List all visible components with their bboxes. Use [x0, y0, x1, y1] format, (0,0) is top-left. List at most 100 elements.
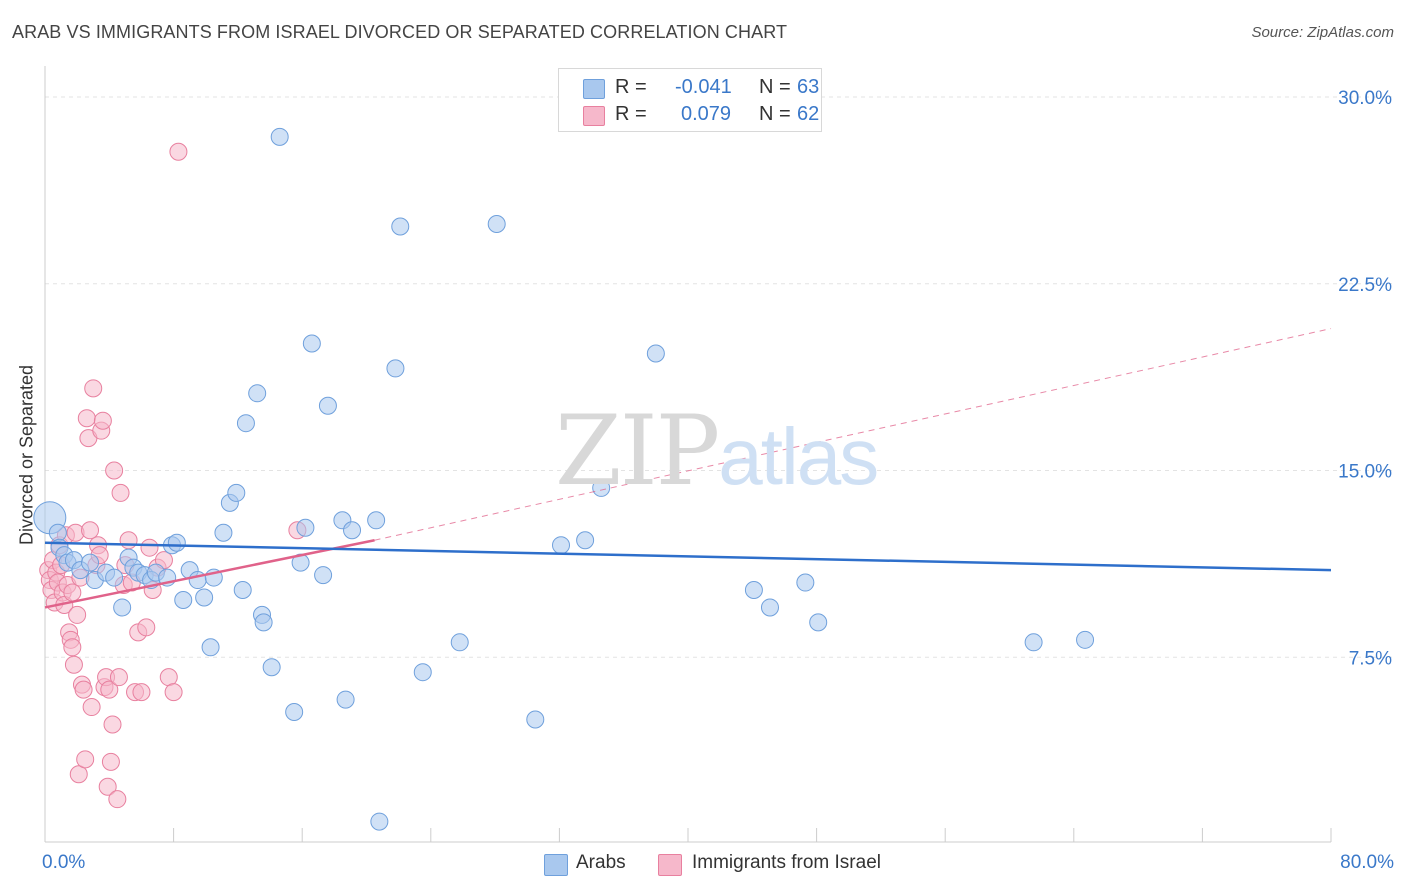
data-point-arabs [302, 334, 321, 353]
data-point-arabs [81, 553, 100, 572]
y-tick-label: 15.0% [1338, 462, 1392, 483]
trend-line-israel-extension [374, 328, 1332, 541]
data-point-arabs [592, 478, 611, 497]
trend-line-arabs [44, 541, 1332, 572]
data-point-israel [164, 683, 183, 702]
israel-swatch-icon [583, 106, 605, 126]
stats-n-value: 62 [797, 103, 820, 125]
data-point-arabs [105, 568, 124, 587]
trend-line-israel [44, 538, 375, 609]
data-point-arabs [386, 359, 405, 378]
data-point-arabs [646, 344, 665, 363]
data-point-arabs [450, 633, 469, 652]
data-point-israel [108, 790, 127, 809]
arabs-legend-icon [544, 854, 568, 876]
data-point-arabs [314, 566, 333, 585]
stats-r-label: R = [615, 76, 647, 98]
data-point-israel [109, 668, 128, 687]
legend-label-israel: Immigrants from Israel [692, 852, 881, 873]
series-immigrants-from-israel [39, 142, 307, 809]
data-point-israel [119, 531, 138, 550]
data-point-arabs [413, 663, 432, 682]
data-point-arabs [233, 581, 252, 600]
stats-r-value: 0.079 [681, 103, 732, 125]
data-point-arabs [248, 384, 267, 403]
data-point-israel [77, 409, 96, 428]
data-point-israel [101, 752, 120, 771]
data-point-arabs [227, 483, 246, 502]
source-credit: Source: ZipAtlas.com [1251, 24, 1394, 41]
data-point-israel [69, 765, 88, 784]
data-point-arabs [1076, 630, 1095, 649]
data-point-arabs [796, 573, 815, 592]
data-point-arabs [576, 531, 595, 550]
stats-n-label: N = [759, 76, 791, 98]
data-point-arabs [343, 521, 362, 540]
data-point-arabs [174, 590, 193, 609]
stats-n-value: 63 [797, 76, 820, 98]
gridlines [45, 96, 1392, 658]
correlation-stats-box: R = -0.041 N = 63 R = 0.079 N = 62 [558, 68, 822, 132]
data-point-arabs [526, 710, 545, 729]
data-point-arabs [270, 127, 289, 146]
data-point-arabs [744, 581, 763, 600]
data-point-arabs [236, 414, 255, 433]
data-point-israel [63, 583, 82, 602]
data-point-arabs [552, 536, 571, 555]
israel-legend-icon [658, 854, 682, 876]
data-point-israel [84, 379, 103, 398]
y-tick-labels: 7.5% 15.0% 22.5% 30.0% [1338, 88, 1392, 669]
series-arabs [33, 127, 1095, 831]
data-point-israel [105, 461, 124, 480]
data-point-israel [140, 538, 159, 557]
data-point-arabs [201, 638, 220, 657]
y-tick-label: 22.5% [1338, 275, 1392, 296]
y-tick-label: 7.5% [1349, 648, 1392, 669]
data-point-arabs [336, 690, 355, 709]
data-point-israel [68, 605, 87, 624]
data-point-arabs [391, 217, 410, 236]
data-point-israel [76, 750, 95, 769]
data-point-arabs [262, 658, 281, 677]
data-point-arabs [296, 518, 315, 537]
data-point-israel [103, 715, 122, 734]
stats-n-label: N = [759, 103, 791, 125]
x-tick-max: 80.0% [1340, 852, 1394, 873]
data-point-israel [137, 618, 156, 637]
data-point-arabs [1024, 633, 1043, 652]
y-tick-label: 30.0% [1338, 88, 1392, 109]
data-point-israel [98, 777, 117, 796]
data-point-arabs [760, 598, 779, 617]
data-point-israel [74, 680, 93, 699]
chart-title: ARAB VS IMMIGRANTS FROM ISRAEL DIVORCED … [12, 22, 788, 42]
data-point-israel [93, 411, 112, 430]
data-point-arabs [285, 703, 304, 722]
data-point-israel [63, 638, 82, 657]
stats-r-value: -0.041 [675, 76, 732, 98]
legend-label-arabs: Arabs [576, 852, 626, 873]
data-point-israel [82, 698, 101, 717]
stats-r-label: R = [615, 103, 647, 125]
y-axis-label: Divorced or Separated [16, 364, 37, 546]
data-point-israel [132, 683, 151, 702]
data-point-arabs [318, 396, 337, 415]
x-tick-min: 0.0% [42, 852, 86, 873]
watermark-zip: ZIP [555, 395, 720, 507]
data-point-israel [100, 680, 119, 699]
data-point-arabs [214, 523, 233, 542]
data-point-israel [81, 521, 100, 540]
data-point-israel [64, 655, 83, 674]
data-point-israel [159, 668, 178, 687]
data-point-arabs [487, 214, 506, 233]
data-point-arabs [809, 613, 828, 632]
data-point-arabs [367, 511, 386, 530]
data-point-israel [169, 142, 188, 161]
arabs-swatch-icon [583, 79, 605, 99]
data-point-arabs [113, 598, 132, 617]
data-point-arabs [195, 588, 214, 607]
data-point-arabs [370, 812, 389, 831]
data-point-arabs [167, 533, 186, 552]
data-point-arabs [254, 613, 273, 632]
watermark-atlas: atlas [718, 412, 879, 501]
data-point-israel [111, 483, 130, 502]
